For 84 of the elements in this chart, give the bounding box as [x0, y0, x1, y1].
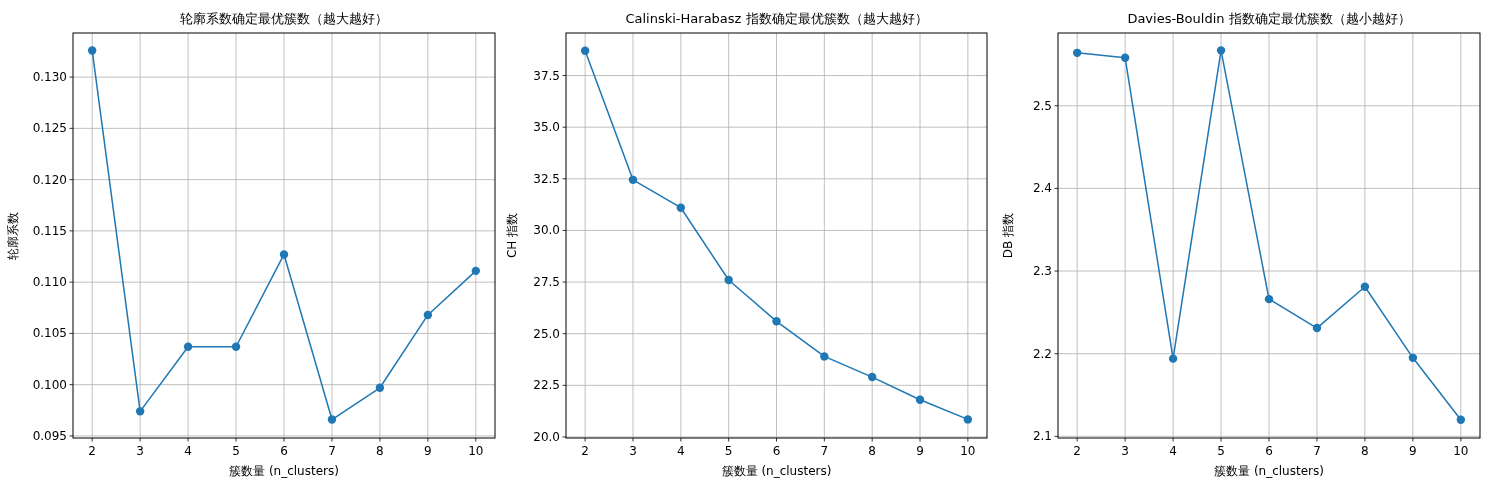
chart-title: 轮廓系数确定最优簇数（越大越好）: [180, 11, 388, 26]
y-tick-label: 22.5: [533, 378, 560, 393]
point: [1408, 353, 1418, 363]
point: [1072, 48, 1082, 58]
x-tick-label: 5: [724, 444, 733, 458]
point: [1456, 415, 1466, 425]
x-tick-label: 4: [184, 444, 192, 458]
x-tick-label: 8: [376, 444, 384, 458]
y-tick-label: 32.5: [533, 171, 560, 186]
x-axis-title: 簇数量 (n_clusters): [721, 464, 832, 478]
x-tick-label: 6: [280, 444, 288, 458]
x-tick-label: 6: [772, 444, 781, 458]
x-tick-label: 2: [581, 444, 589, 458]
y-tick-label: 0.130: [32, 70, 67, 85]
x-tick-label: 9: [1409, 444, 1417, 458]
point: [135, 407, 145, 416]
point: [1168, 354, 1178, 363]
x-tick-label: 3: [1121, 444, 1129, 458]
point: [1360, 282, 1370, 291]
y-axis-title: DB 指数: [1001, 212, 1015, 259]
point: [471, 266, 481, 276]
point: [676, 203, 686, 212]
x-tick-label: 10: [1453, 444, 1469, 458]
x-axis-title: 簇数量 (n_clusters): [1214, 464, 1324, 478]
x-tick-label: 8: [1361, 444, 1369, 458]
y-tick-label: 25.0: [533, 326, 560, 341]
x-tick-label: 3: [629, 444, 637, 458]
x-tick-label: 4: [1169, 444, 1177, 458]
y-tick-label: 2.4: [1032, 181, 1052, 196]
y-tick-label: 0.100: [32, 377, 67, 392]
chart-title: Davies-Bouldin 指数确定最优簇数（越小越好）: [1127, 11, 1411, 26]
x-tick-label: 10: [468, 444, 484, 458]
point: [724, 275, 733, 285]
point: [87, 46, 97, 55]
x-tick-label: 8: [868, 444, 876, 458]
x-tick-label: 10: [960, 444, 976, 458]
x-tick-label: 9: [424, 444, 432, 458]
point: [628, 175, 638, 185]
y-tick-label: 20.0: [533, 429, 560, 444]
point: [1120, 53, 1130, 62]
y-tick-label: 2.1: [1032, 429, 1052, 444]
x-tick-label: 3: [136, 444, 144, 458]
point: [1216, 46, 1226, 55]
point: [772, 317, 781, 326]
point: [580, 46, 590, 55]
point: [1264, 294, 1274, 304]
y-tick-label: 30.0: [533, 223, 560, 238]
y-tick-label: 0.125: [32, 121, 67, 136]
y-tick-label: 2.3: [1032, 264, 1052, 279]
x-tick-label: 4: [677, 444, 685, 458]
y-tick-label: 27.5: [533, 275, 560, 290]
x-tick-label: 2: [1073, 444, 1081, 458]
point: [963, 415, 973, 424]
y-tick-label: 0.110: [32, 275, 67, 290]
y-tick-label: 0.105: [32, 326, 67, 341]
point: [279, 250, 289, 259]
point: [231, 342, 241, 351]
x-tick-label: 5: [232, 444, 240, 458]
y-tick-label: 0.115: [32, 223, 67, 238]
y-tick-label: 2.5: [1032, 98, 1052, 113]
y-axis-title: 轮廓系数: [6, 211, 20, 260]
y-tick-label: 0.120: [32, 172, 67, 187]
y-tick-label: 35.0: [533, 120, 560, 135]
point: [867, 372, 877, 382]
y-tick-label: 2.2: [1032, 346, 1052, 361]
point: [375, 383, 385, 392]
x-tick-label: 7: [1313, 444, 1321, 458]
x-tick-label: 7: [328, 444, 336, 458]
point: [1312, 323, 1322, 333]
chart-title: Calinski-Harabasz 指数确定最优簇数（越大越好）: [625, 11, 928, 26]
x-tick-label: 2: [88, 444, 96, 458]
x-tick-label: 9: [916, 444, 924, 458]
x-tick-label: 6: [1265, 444, 1273, 458]
x-tick-label: 5: [1217, 444, 1225, 458]
x-tick-label: 7: [820, 444, 829, 458]
y-axis-title: CH 指数: [505, 212, 519, 259]
point: [915, 395, 925, 404]
point: [327, 415, 337, 424]
x-axis-title: 簇数量 (n_clusters): [229, 464, 339, 478]
point: [423, 310, 433, 320]
point: [820, 352, 829, 361]
point: [183, 342, 193, 351]
y-tick-label: 37.5: [533, 68, 560, 83]
y-tick-label: 0.095: [32, 428, 67, 443]
